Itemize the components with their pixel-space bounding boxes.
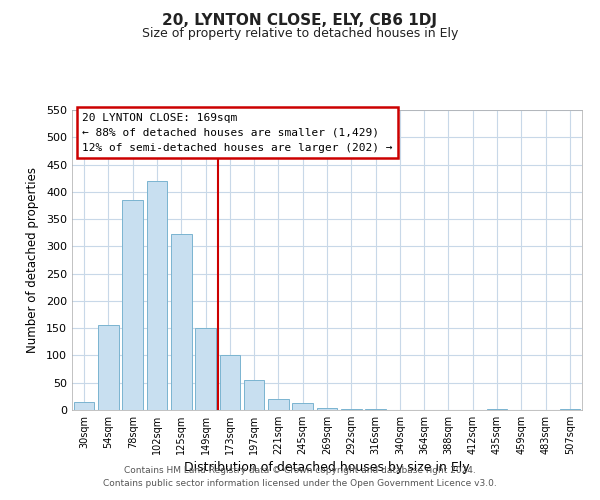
Bar (220, 356, 240, 410)
Y-axis label: Number of detached properties: Number of detached properties (26, 167, 39, 353)
Bar (244, 380, 265, 410)
Text: Size of property relative to detached houses in Ely: Size of property relative to detached ho… (142, 28, 458, 40)
Bar (317, 408, 337, 410)
Text: 20, LYNTON CLOSE, ELY, CB6 1DJ: 20, LYNTON CLOSE, ELY, CB6 1DJ (163, 12, 437, 28)
Bar (98, 326, 119, 410)
Bar (268, 399, 289, 410)
Bar (74, 402, 94, 410)
Bar (292, 404, 313, 410)
Bar (171, 234, 191, 410)
Bar (146, 181, 167, 410)
Text: 20 LYNTON CLOSE: 169sqm
← 88% of detached houses are smaller (1,429)
12% of semi: 20 LYNTON CLOSE: 169sqm ← 88% of detache… (82, 113, 392, 152)
Text: Contains HM Land Registry data © Crown copyright and database right 2024.
Contai: Contains HM Land Registry data © Crown c… (103, 466, 497, 487)
Bar (122, 200, 143, 410)
Bar (195, 328, 216, 410)
X-axis label: Distribution of detached houses by size in Ely: Distribution of detached houses by size … (184, 461, 470, 474)
Bar (341, 409, 362, 410)
